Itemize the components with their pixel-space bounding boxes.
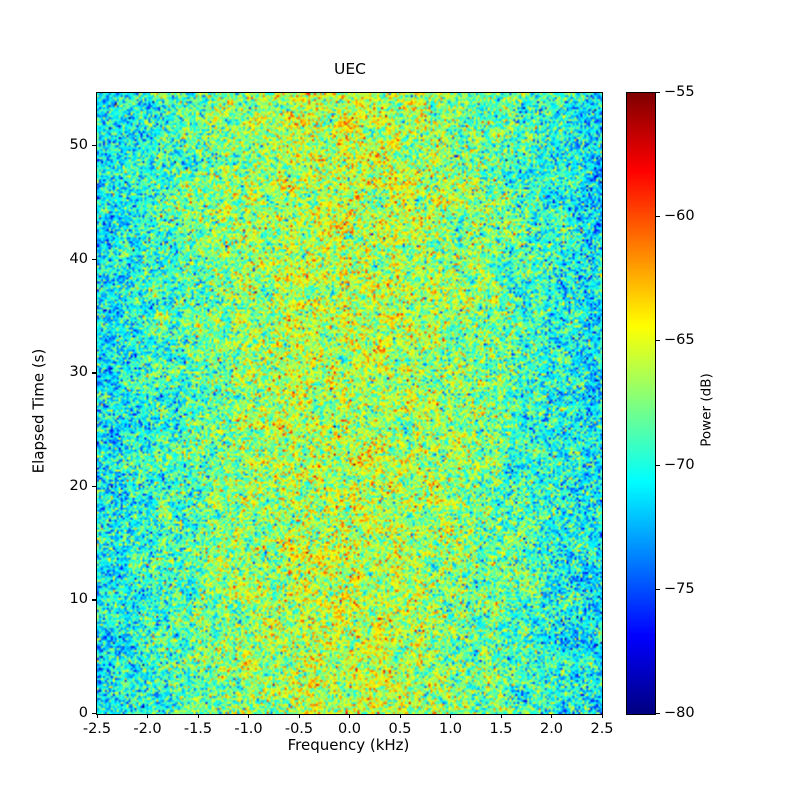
colorbar-tick-label: −65: [664, 332, 695, 349]
y-tick-label: 0: [78, 705, 88, 721]
title-line-station: UEC: [334, 60, 366, 78]
x-tick-label: -1.0: [234, 721, 263, 737]
x-tick-label: -2.5: [82, 721, 112, 737]
x-tick-mark: [500, 714, 502, 718]
x-tick-mark: [248, 714, 250, 718]
x-tick-mark: [551, 714, 553, 718]
colorbar-tick-mark: [656, 588, 660, 590]
colorbar-tick-label: −70: [664, 456, 695, 473]
spectrogram-axes: [96, 92, 603, 715]
y-tick-label: 30: [69, 364, 88, 381]
x-tick-label: 1.0: [438, 721, 463, 737]
x-tick-label: 0.0: [337, 721, 362, 737]
x-tick-label: -2.0: [133, 721, 162, 737]
colorbar-tick-label: −60: [664, 208, 695, 225]
colorbar-gradient: [627, 93, 655, 714]
y-tick-mark: [92, 258, 96, 260]
y-tick-mark: [92, 145, 96, 147]
y-tick-label: 40: [69, 250, 88, 267]
colorbar-label: Power (dB): [698, 373, 715, 447]
colorbar-tick-mark: [656, 713, 660, 715]
y-axis-label: Elapsed Time (s): [29, 348, 48, 474]
x-tick-mark: [349, 714, 351, 718]
x-axis-label: Frequency (kHz): [287, 736, 410, 754]
x-tick-label: -1.5: [183, 721, 213, 737]
x-tick-mark: [450, 714, 452, 718]
y-tick-mark: [92, 485, 96, 488]
x-tick-label: 1.5: [489, 721, 513, 737]
x-tick-mark: [399, 714, 401, 718]
x-tick-label: 2.0: [539, 721, 564, 737]
x-tick-label: 2.5: [590, 721, 614, 737]
x-tick-label: 0.5: [388, 721, 412, 737]
colorbar-tick-label: −75: [664, 580, 695, 597]
colorbar-tick-mark: [656, 92, 660, 94]
y-tick-label: 10: [69, 591, 88, 608]
x-tick-mark: [298, 714, 300, 718]
x-tick-mark: [96, 714, 98, 718]
colorbar-tick-label: −80: [664, 705, 695, 721]
colorbar-tick-mark: [656, 216, 660, 218]
y-tick-mark: [92, 372, 96, 374]
x-tick-mark: [147, 714, 149, 718]
colorbar-tick-mark: [656, 340, 660, 342]
y-tick-label: 50: [69, 137, 88, 154]
y-tick-mark: [92, 713, 96, 715]
colorbar-tick-label: −55: [664, 84, 695, 100]
x-tick-mark: [197, 714, 199, 718]
spectrogram-image: [97, 93, 602, 714]
colorbar: [626, 92, 656, 715]
x-tick-label: -0.5: [284, 721, 314, 737]
colorbar-tick-mark: [656, 464, 660, 466]
y-tick-mark: [92, 599, 96, 601]
x-tick-mark: [601, 714, 603, 718]
y-tick-label: 20: [69, 477, 88, 494]
